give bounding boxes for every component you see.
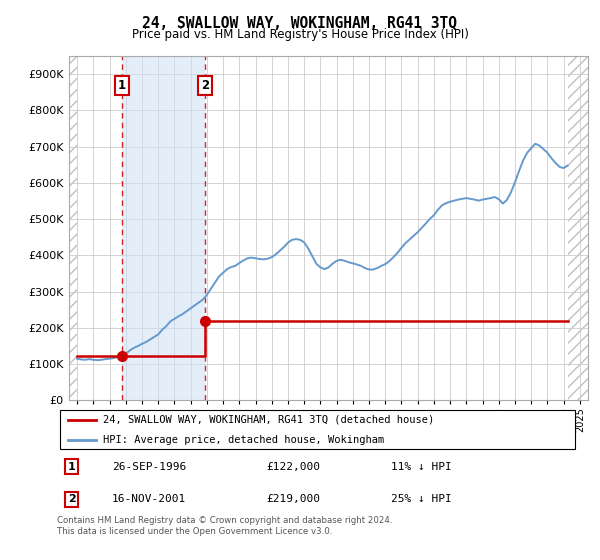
Text: 11% ↓ HPI: 11% ↓ HPI <box>391 461 452 472</box>
Text: Price paid vs. HM Land Registry's House Price Index (HPI): Price paid vs. HM Land Registry's House … <box>131 28 469 41</box>
Text: 1: 1 <box>118 79 125 92</box>
Bar <box>568 56 588 400</box>
Text: Contains HM Land Registry data © Crown copyright and database right 2024.
This d: Contains HM Land Registry data © Crown c… <box>57 516 392 536</box>
Text: 1: 1 <box>68 461 76 472</box>
Bar <box>568 56 588 400</box>
Text: 26-SEP-1996: 26-SEP-1996 <box>112 461 186 472</box>
Text: 2: 2 <box>68 494 76 505</box>
Text: HPI: Average price, detached house, Wokingham: HPI: Average price, detached house, Woki… <box>103 435 384 445</box>
Bar <box>69 56 77 400</box>
Text: 24, SWALLOW WAY, WOKINGHAM, RG41 3TQ: 24, SWALLOW WAY, WOKINGHAM, RG41 3TQ <box>143 16 458 31</box>
Text: 2: 2 <box>201 79 209 92</box>
Text: 24, SWALLOW WAY, WOKINGHAM, RG41 3TQ (detached house): 24, SWALLOW WAY, WOKINGHAM, RG41 3TQ (de… <box>103 415 434 424</box>
Bar <box>69 56 77 400</box>
Bar <box>122 56 205 400</box>
Text: £122,000: £122,000 <box>266 461 320 472</box>
Text: £219,000: £219,000 <box>266 494 320 505</box>
Text: 16-NOV-2001: 16-NOV-2001 <box>112 494 186 505</box>
Text: 25% ↓ HPI: 25% ↓ HPI <box>391 494 452 505</box>
FancyBboxPatch shape <box>59 410 575 449</box>
